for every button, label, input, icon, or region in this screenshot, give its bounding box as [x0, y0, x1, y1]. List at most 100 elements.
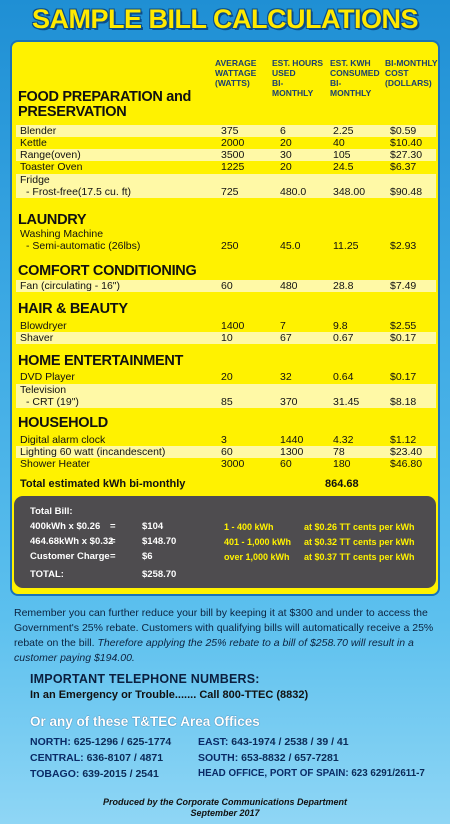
col-header-cost: BI-MONTHLY COST (DOLLARS) [385, 58, 438, 88]
rebate-note-text: Remember you can further reduce your bil… [14, 607, 434, 649]
wattage-cell: 2000 [221, 137, 245, 149]
appliance-name: Blender [20, 125, 57, 137]
appliance-name-main: Washing Machine [20, 228, 104, 240]
hours-cell: 20 [280, 137, 292, 149]
section-entertainment: HOME ENTERTAINMENT [18, 353, 184, 369]
office-number: 639-2015 / 2541 [82, 768, 159, 780]
office-north: NORTH: 625-1296 / 625-1774 [30, 736, 171, 748]
hours-cell: 6 [280, 125, 286, 137]
table-row-blowdryer: Blowdryer 1400 7 9.8 $2.55 [16, 320, 436, 332]
table-row-range: Range(oven) 3500 30 105 $27.30 [16, 149, 436, 161]
cost-cell: $10.40 [390, 137, 423, 149]
cost-cell: $7.49 [390, 280, 417, 292]
office-label: NORTH: [30, 736, 71, 748]
table-row-shower-heater: Shower Heater 3000 60 180 $46.80 [16, 458, 436, 470]
section-hair: HAIR & BEAUTY [18, 301, 128, 317]
appliance-name-main: Fridge [20, 174, 50, 186]
wattage-cell: 725 [221, 186, 239, 198]
section-household: HOUSEHOLD [18, 415, 108, 431]
offices-heading: Or any of these T&TEC Area Offices [30, 714, 260, 729]
wattage-cell: 3500 [221, 149, 245, 161]
col-header-line: (WATTS) [215, 78, 250, 88]
kwh-cell: 78 [333, 446, 345, 458]
appliance-name: Shaver [20, 332, 54, 344]
rate-range: 1 - 400 kWh [224, 522, 274, 532]
total-kwh-row: Total estimated kWh bi-monthly 864.68 [20, 478, 430, 490]
col-header-line: EST. kWh [330, 58, 371, 68]
cost-cell: $2.93 [390, 240, 417, 252]
appliance-name: Fan (circulating - 16") [20, 280, 121, 292]
appliance-name: Range(oven) [20, 149, 81, 161]
col-header-line: WATTAGE [215, 68, 257, 78]
office-number: 636-8107 / 4871 [86, 752, 164, 764]
appliance-name: Blowdryer [20, 320, 67, 332]
cost-cell: $0.17 [390, 371, 417, 383]
col-header-line: (DOLLARS) [385, 78, 432, 88]
office-east: EAST: 643-1974 / 2538 / 39 / 41 [198, 736, 349, 748]
hours-cell: 370 [280, 396, 298, 408]
bill-total-label: TOTAL: [30, 569, 64, 580]
appliance-name: DVD Player [20, 371, 75, 383]
hours-cell: 32 [280, 371, 292, 383]
appliance-name: Shower Heater [20, 458, 91, 470]
section-laundry: LAUNDRY [18, 212, 87, 228]
office-label: HEAD OFFICE, PORT OF SPAIN: [198, 768, 349, 779]
emergency-line: In an Emergency or Trouble....... Call 8… [30, 689, 309, 701]
table-row-lighting: Lighting 60 watt (incandescent) 60 1300 … [16, 446, 436, 458]
bill-line-3: Customer Charge [30, 551, 110, 562]
wattage-cell: 1225 [221, 161, 245, 173]
bill-line-1-amount: $104 [142, 521, 164, 532]
table-row-blender: Blender 375 6 2.25 $0.59 [16, 125, 436, 137]
table-row-kettle: Kettle 2000 20 40 $10.40 [16, 137, 436, 149]
equals-sign: = [110, 536, 116, 547]
kwh-cell: 180 [333, 458, 351, 470]
credit-line-2: September 2017 [190, 808, 260, 818]
kwh-cell: 11.25 [333, 240, 359, 252]
office-central: CENTRAL: 636-8107 / 4871 [30, 752, 163, 764]
kwh-cell: 348.00 [333, 186, 366, 198]
col-header-line: EST. HOURS [272, 58, 324, 68]
appliance-name: Toaster Oven [20, 161, 83, 173]
table-row-dvd: DVD Player 20 32 0.64 $0.17 [16, 371, 436, 383]
section-comfort: COMFORT CONDITIONING [18, 263, 197, 279]
hours-cell: 67 [280, 332, 292, 344]
cost-cell: $6.37 [390, 161, 417, 173]
page-title: SAMPLE BILL CALCULATIONS [32, 4, 419, 34]
hours-cell: 7 [280, 320, 286, 332]
kwh-cell: 4.32 [333, 434, 354, 446]
bill-calculation-box: Total Bill: 400kWh x $0.26 = $104 464.68… [14, 496, 436, 588]
kwh-cell: 0.67 [333, 332, 354, 344]
office-number: 653-8832 / 657-7281 [241, 752, 339, 764]
rate-value: at $0.32 TT cents per kWh [304, 537, 415, 547]
credit-line-1: Produced by the Corporate Communications… [102, 797, 348, 807]
appliance-name: Washing Machine - Semi-automatic (26lbs) [20, 228, 140, 252]
cost-cell: $23.40 [390, 446, 423, 458]
appliance-name: Kettle [20, 137, 47, 149]
rate-value: at $0.26 TT cents per kWh [304, 522, 415, 532]
wattage-cell: 60 [221, 280, 233, 292]
office-tobago: TOBAGO: 639-2015 / 2541 [30, 768, 159, 780]
appliance-name-sub: - Frost-free(17.5 cu. ft) [26, 186, 132, 198]
wattage-cell: 10 [221, 332, 233, 344]
cost-cell: $46.80 [390, 458, 423, 470]
cost-cell: $2.55 [390, 320, 417, 332]
wattage-cell: 60 [221, 446, 233, 458]
appliance-name: Digital alarm clock [20, 434, 106, 446]
appliance-name-sub: - CRT (19") [26, 396, 79, 408]
col-header-line: CONSUMED [330, 68, 380, 78]
cost-cell: $0.59 [390, 125, 417, 137]
appliance-name: Lighting 60 watt (incandescent) [20, 446, 166, 458]
table-row-shaver: Shaver 10 67 0.67 $0.17 [16, 332, 436, 344]
wattage-cell: 3000 [221, 458, 245, 470]
col-header-line: USED [272, 68, 296, 78]
wattage-cell: 20 [221, 371, 233, 383]
table-row-washer: Washing Machine - Semi-automatic (26lbs)… [16, 228, 436, 252]
office-head: HEAD OFFICE, PORT OF SPAIN: 623 6291/261… [198, 768, 425, 779]
kwh-cell: 31.45 [333, 396, 360, 408]
rate-range: over 1,000 kWh [224, 552, 290, 562]
equals-sign: = [110, 551, 116, 562]
col-header-line: BI- [272, 78, 284, 88]
bill-line-1: 400kWh x $0.26 [30, 521, 101, 532]
section-food-line: PRESERVATION [18, 104, 127, 120]
col-header-kwh: EST. kWh CONSUMED BI- MONTHLY [330, 58, 380, 98]
